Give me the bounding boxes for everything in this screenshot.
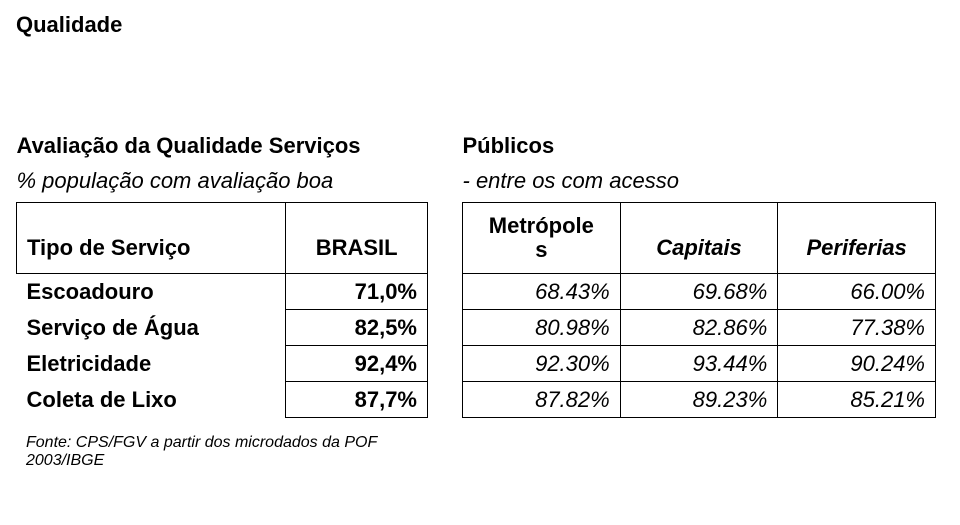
table-row: Eletricidade 92,4% — [17, 346, 428, 382]
left-table: Avaliação da Qualidade Serviços % popula… — [16, 128, 428, 418]
table-row: 92.30% 93.44% 90.24% — [463, 346, 936, 382]
cell: 85.21% — [778, 382, 936, 418]
left-header-row: Tipo de Serviço BRASIL — [17, 203, 428, 274]
table-row: 80.98% 82.86% 77.38% — [463, 310, 936, 346]
right-heading: Públicos — [463, 128, 936, 164]
right-table: Públicos - entre os com acesso Metrópole… — [462, 128, 936, 418]
row-label: Eletricidade — [17, 346, 286, 382]
cell: 68.43% — [463, 274, 621, 310]
cell: 90.24% — [778, 346, 936, 382]
left-panel: Avaliação da Qualidade Serviços % popula… — [16, 128, 440, 470]
row-label: Coleta de Lixo — [17, 382, 286, 418]
cell: 80.98% — [463, 310, 621, 346]
cell: 92.30% — [463, 346, 621, 382]
footnote: Fonte: CPS/FGV a partir dos microdados d… — [16, 434, 440, 470]
cell: 66.00% — [778, 274, 936, 310]
cell: 93.44% — [620, 346, 778, 382]
right-header-1: Capitais — [620, 203, 778, 274]
right-header-2: Periferias — [778, 203, 936, 274]
table-row: 87.82% 89.23% 85.21% — [463, 382, 936, 418]
table-heading-row: Avaliação da Qualidade Serviços — [17, 128, 428, 164]
right-header-row: Metrópole s Capitais Periferias — [463, 203, 936, 274]
page-root: Qualidade Avaliação da Qualidade Serviço… — [0, 0, 960, 525]
cell: 87.82% — [463, 382, 621, 418]
right-panel: Públicos - entre os com acesso Metrópole… — [462, 128, 936, 470]
row-label: Serviço de Água — [17, 310, 286, 346]
table-row: Serviço de Água 82,5% — [17, 310, 428, 346]
row-value: 87,7% — [286, 382, 428, 418]
right-header-0: Metrópole s — [463, 203, 621, 274]
row-value: 92,4% — [286, 346, 428, 382]
cell: 89.23% — [620, 382, 778, 418]
table-subheading-row: % população com avaliação boa — [17, 164, 428, 198]
right-subheading: - entre os com acesso — [463, 164, 936, 198]
table-row: Coleta de Lixo 87,7% — [17, 382, 428, 418]
row-value: 82,5% — [286, 310, 428, 346]
cell: 69.68% — [620, 274, 778, 310]
row-label: Escoadouro — [17, 274, 286, 310]
row-value: 71,0% — [286, 274, 428, 310]
table-subheading-row: - entre os com acesso — [463, 164, 936, 198]
table-row: 68.43% 69.68% 66.00% — [463, 274, 936, 310]
table-row: Escoadouro 71,0% — [17, 274, 428, 310]
content-area: Avaliação da Qualidade Serviços % popula… — [16, 128, 936, 470]
left-header-label: Tipo de Serviço — [17, 203, 286, 274]
cell: 77.38% — [778, 310, 936, 346]
page-title: Qualidade — [16, 12, 936, 38]
left-header-value: BRASIL — [286, 203, 428, 274]
left-heading: Avaliação da Qualidade Serviços — [17, 128, 428, 164]
table-heading-row: Públicos — [463, 128, 936, 164]
left-subheading: % população com avaliação boa — [17, 164, 428, 198]
cell: 82.86% — [620, 310, 778, 346]
